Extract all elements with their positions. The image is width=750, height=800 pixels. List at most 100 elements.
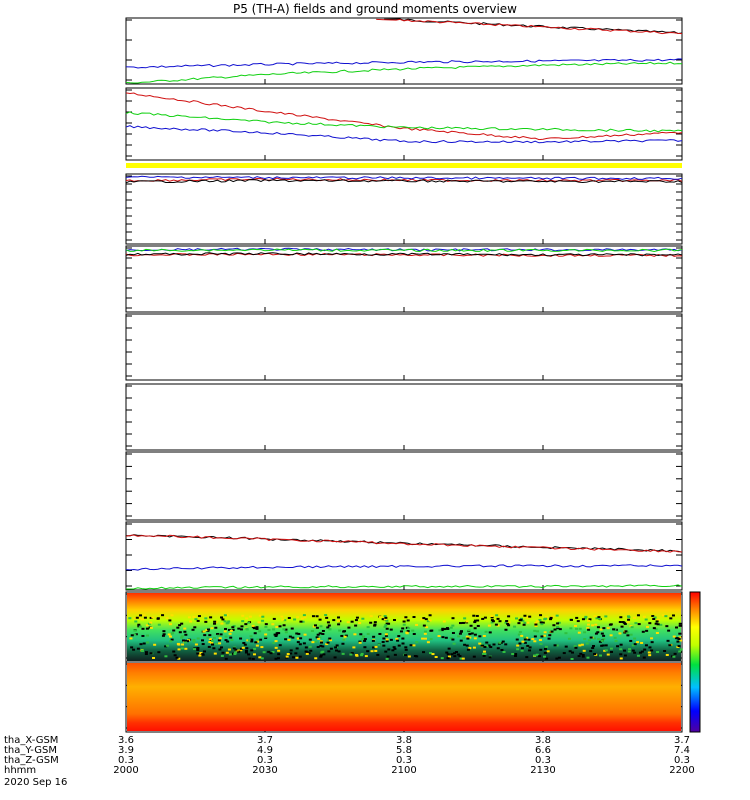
panel-9-pixel <box>352 646 356 649</box>
panel-9-pixel <box>225 622 229 625</box>
panel-9-pixel <box>167 633 171 636</box>
panel-9-pixel <box>656 623 660 626</box>
panel-9-pixel <box>219 633 223 636</box>
panel-9-pixel <box>305 652 309 655</box>
panel-9-pixel <box>651 615 655 618</box>
panel-9-pixel <box>177 657 181 660</box>
panel-9-pixel <box>272 641 276 644</box>
panel-9-pixel <box>526 644 530 647</box>
panel-9-pixel <box>465 620 469 623</box>
panel-9-pixel <box>287 616 291 619</box>
panel-9-pixel <box>378 632 382 635</box>
panel-9-pixel <box>184 639 188 642</box>
panel-9-pixel <box>240 625 244 628</box>
panel-9-pixel <box>538 655 542 658</box>
panel-9-pixel <box>360 638 364 641</box>
panel-9-pixel <box>197 615 201 618</box>
panel-9-pixel <box>203 634 207 637</box>
panel-9-pixel <box>429 638 433 641</box>
panel-9-pixel <box>564 645 568 648</box>
panel-9-pixel <box>636 614 640 617</box>
panel-9-pixel <box>449 626 453 629</box>
panel-9-pixel <box>303 633 307 636</box>
panel-9-pixel <box>434 656 438 659</box>
footer-value: 3.7 <box>674 735 690 746</box>
panel-9-pixel <box>360 654 364 657</box>
panel-9-pixel <box>295 632 299 635</box>
panel-9-pixel <box>288 635 292 638</box>
panel-9-pixel <box>280 615 284 618</box>
panel-9-pixel <box>528 615 532 618</box>
panel-9-pixel <box>184 647 188 650</box>
panel-9-pixel <box>422 617 426 620</box>
panel-9-pixel <box>232 647 236 650</box>
panel-9-pixel <box>473 621 477 624</box>
panel-9-pixel <box>458 622 462 625</box>
panel-9-pixel <box>583 617 587 620</box>
panel-9-pixel <box>623 622 627 625</box>
panel-9-pixel <box>453 652 457 655</box>
panel-9-pixel <box>247 653 251 656</box>
panel-9-pixel <box>585 642 589 645</box>
panel-9-pixel <box>514 654 518 657</box>
panel-9-pixel <box>678 636 682 639</box>
panel-9-pixel <box>193 648 197 651</box>
panel-9-pixel <box>136 647 140 650</box>
panel-9-pixel <box>214 626 218 629</box>
panel-9-pixel <box>213 652 217 655</box>
panel-9-pixel <box>516 648 520 651</box>
panel-9-pixel <box>472 646 476 649</box>
panel-9-pixel <box>145 634 149 637</box>
panel-9-pixel <box>286 653 290 656</box>
panel-9-pixel <box>277 632 281 635</box>
panel-9-pixel <box>645 625 649 628</box>
panel-9-pixel <box>327 624 331 627</box>
panel-9-pixel <box>341 642 345 645</box>
panel-9-pixel <box>382 644 386 647</box>
panel-9-pixel <box>196 648 200 651</box>
panel-9-pixel <box>472 655 476 658</box>
panel-9-pixel <box>364 655 368 658</box>
panel-9-pixel <box>574 646 578 649</box>
panel-9-pixel <box>642 615 646 618</box>
panel-9-pixel <box>226 640 230 643</box>
panel-9-pixel <box>401 642 405 645</box>
panel-1-frame <box>125 17 683 85</box>
panel-9-pixel <box>377 643 381 646</box>
panel-9-pixel <box>261 619 265 622</box>
panel-9-pixel <box>251 657 255 660</box>
panel-9-pixel <box>327 650 331 653</box>
series-2-Bz <box>125 92 683 141</box>
panel-9-pixel <box>526 621 530 624</box>
panel-9-pixel <box>575 616 579 619</box>
panel-9-pixel <box>574 625 578 628</box>
panel-9-pixel <box>239 647 243 650</box>
panel-9-pixel <box>580 643 584 646</box>
panel-9-pixel <box>552 624 556 627</box>
panel-9-pixel <box>223 630 227 633</box>
panel-9-pixel <box>556 627 560 630</box>
panel-9-pixel <box>674 637 678 640</box>
panel-9-pixel <box>458 655 462 658</box>
panel-9-pixel <box>225 614 229 617</box>
panel-9-pixel <box>446 657 450 660</box>
panel-9-pixel <box>517 633 521 636</box>
panel-9-pixel <box>543 655 547 658</box>
panel-9-pixel <box>457 635 461 638</box>
panel-9-pixel <box>250 640 254 643</box>
panel-9-pixel <box>612 628 616 631</box>
panel-9-pixel <box>679 639 683 642</box>
panel-9-pixel <box>428 619 432 622</box>
panel-9-pixel <box>466 637 470 640</box>
panel-9-pixel <box>673 652 677 655</box>
panel-9-pixel <box>665 625 669 628</box>
panel-9-pixel <box>626 621 630 624</box>
panel-9-pixel <box>214 643 218 646</box>
panel-9-pixel <box>139 643 143 646</box>
panel-9-pixel <box>397 644 401 647</box>
panel-9-pixel <box>555 614 559 617</box>
panel-9-pixel <box>194 618 198 621</box>
panel-9-pixel <box>170 614 174 617</box>
panel-9-pixel <box>220 654 224 657</box>
panel-9-pixel <box>245 627 249 630</box>
